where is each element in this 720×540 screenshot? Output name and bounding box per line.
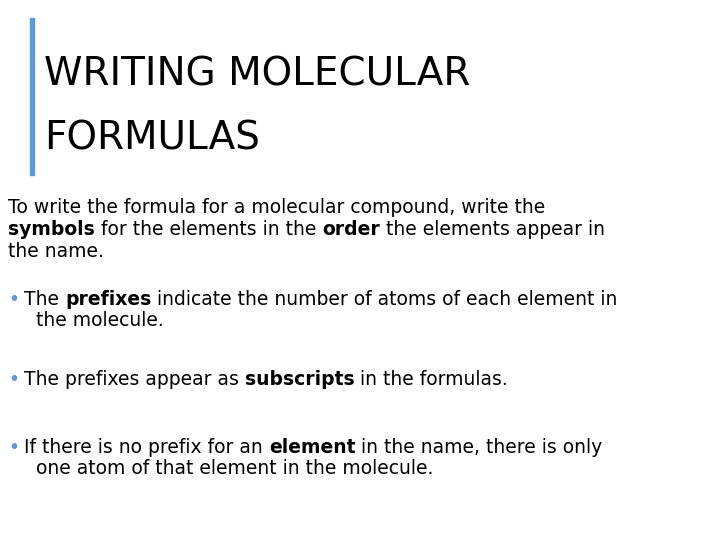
- Bar: [30, 18, 34, 175]
- Text: the elements appear in: the elements appear in: [380, 220, 605, 239]
- Text: •: •: [8, 290, 19, 309]
- Text: the molecule.: the molecule.: [24, 311, 163, 330]
- Text: The prefixes appear as: The prefixes appear as: [24, 370, 245, 389]
- Text: in the formulas.: in the formulas.: [354, 370, 508, 389]
- Text: order: order: [322, 220, 380, 239]
- Text: •: •: [8, 438, 19, 457]
- Text: WRITING MOLECULAR: WRITING MOLECULAR: [44, 56, 470, 94]
- Text: •: •: [8, 370, 19, 389]
- Text: If there is no prefix for an: If there is no prefix for an: [24, 438, 269, 457]
- Text: for the elements in the: for the elements in the: [95, 220, 322, 239]
- Text: the name.: the name.: [8, 242, 104, 261]
- Text: subscripts: subscripts: [245, 370, 354, 389]
- Text: FORMULAS: FORMULAS: [44, 119, 260, 157]
- Text: element: element: [269, 438, 355, 457]
- Text: To write the formula for a molecular compound, write the: To write the formula for a molecular com…: [8, 198, 545, 217]
- Text: indicate the number of atoms of each element in: indicate the number of atoms of each ele…: [151, 290, 618, 309]
- Text: symbols: symbols: [8, 220, 95, 239]
- Text: one atom of that element in the molecule.: one atom of that element in the molecule…: [24, 459, 433, 478]
- Text: The: The: [24, 290, 65, 309]
- Text: in the name, there is only: in the name, there is only: [355, 438, 603, 457]
- Text: prefixes: prefixes: [65, 290, 151, 309]
